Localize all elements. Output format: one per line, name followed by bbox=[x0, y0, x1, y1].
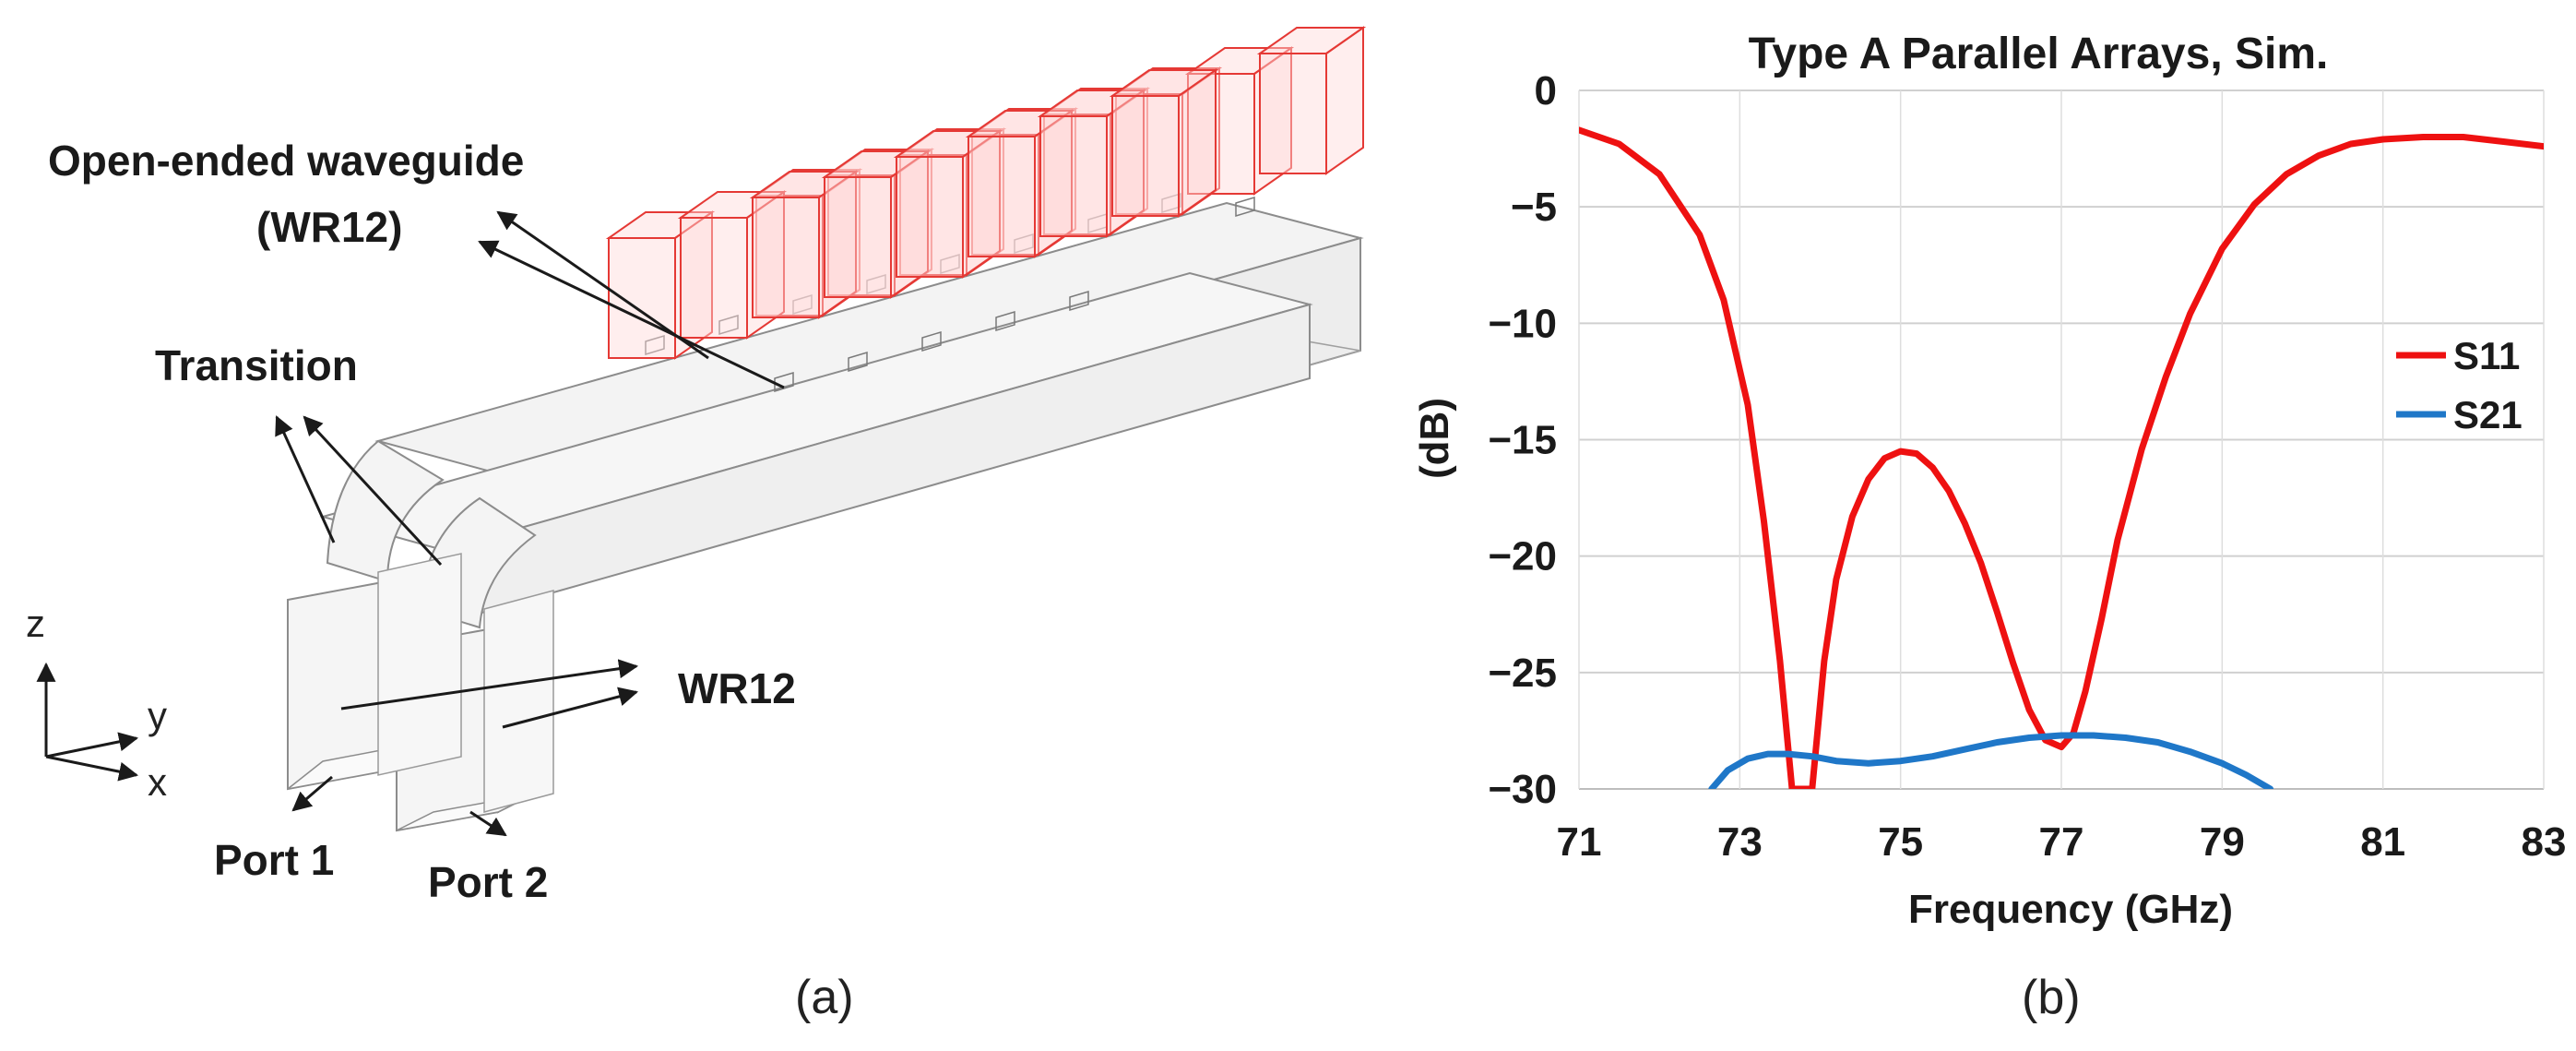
waveguide-model-illustration bbox=[287, 26, 1367, 832]
chart-gridlines bbox=[1578, 90, 2545, 790]
y-tick-label: 0 bbox=[1535, 68, 1557, 113]
x-tick-label: 83 bbox=[2522, 819, 2567, 865]
x-tick-label: 81 bbox=[2360, 819, 2405, 865]
open-ended-waveguide-array bbox=[605, 26, 1367, 360]
label-port2: Port 2 bbox=[428, 858, 548, 906]
x-tick-label: 75 bbox=[1878, 819, 1923, 865]
y-tick-labels: 0 −5 −10 −15 −20 −25 −30 bbox=[1488, 68, 1557, 812]
chart-title: Type A Parallel Arrays, Sim. bbox=[1749, 30, 2329, 78]
annotation-arrows bbox=[275, 210, 785, 837]
label-transition: Transition bbox=[155, 341, 358, 389]
y-tick-label: −25 bbox=[1488, 651, 1557, 696]
y-tick-label: −5 bbox=[1511, 185, 1557, 230]
label-port1: Port 1 bbox=[214, 836, 334, 884]
label-wr12: WR12 bbox=[678, 664, 796, 712]
x-tick-labels: 71 73 75 77 79 81 83 bbox=[1557, 819, 2567, 865]
x-tick-label: 77 bbox=[2039, 819, 2084, 865]
axis-x-label: x bbox=[148, 760, 167, 804]
label-open-ended-line2: (WR12) bbox=[256, 203, 402, 251]
legend-label-s11: S11 bbox=[2453, 334, 2520, 377]
coordinate-axes bbox=[36, 662, 139, 782]
caption-b: (b) bbox=[2022, 971, 2081, 1024]
legend-label-s21: S21 bbox=[2453, 393, 2523, 436]
y-tick-label: −20 bbox=[1488, 534, 1557, 579]
y-tick-label: −15 bbox=[1488, 418, 1557, 463]
y-tick-label: −10 bbox=[1488, 301, 1557, 346]
axis-z-label: z bbox=[26, 602, 45, 645]
y-tick-label: −30 bbox=[1488, 767, 1557, 812]
series-line-s21 bbox=[1708, 732, 2274, 789]
x-tick-label: 79 bbox=[2200, 819, 2245, 865]
x-axis-label: Frequency (GHz) bbox=[1908, 887, 2233, 932]
label-open-ended-line1: Open-ended waveguide bbox=[48, 137, 524, 185]
sparameter-chart: Type A Parallel Arrays, Sim. 0 −5 −10 −15 −2… bbox=[1412, 30, 2566, 932]
caption-a: (a) bbox=[795, 971, 854, 1024]
axis-y-label: y bbox=[148, 694, 167, 737]
x-tick-label: 73 bbox=[1717, 819, 1763, 865]
y-axis-label: (dB) bbox=[1412, 398, 1457, 479]
series-line-s11 bbox=[1579, 126, 2544, 789]
chart-series bbox=[1579, 126, 2544, 789]
x-tick-label: 71 bbox=[1557, 819, 1602, 865]
